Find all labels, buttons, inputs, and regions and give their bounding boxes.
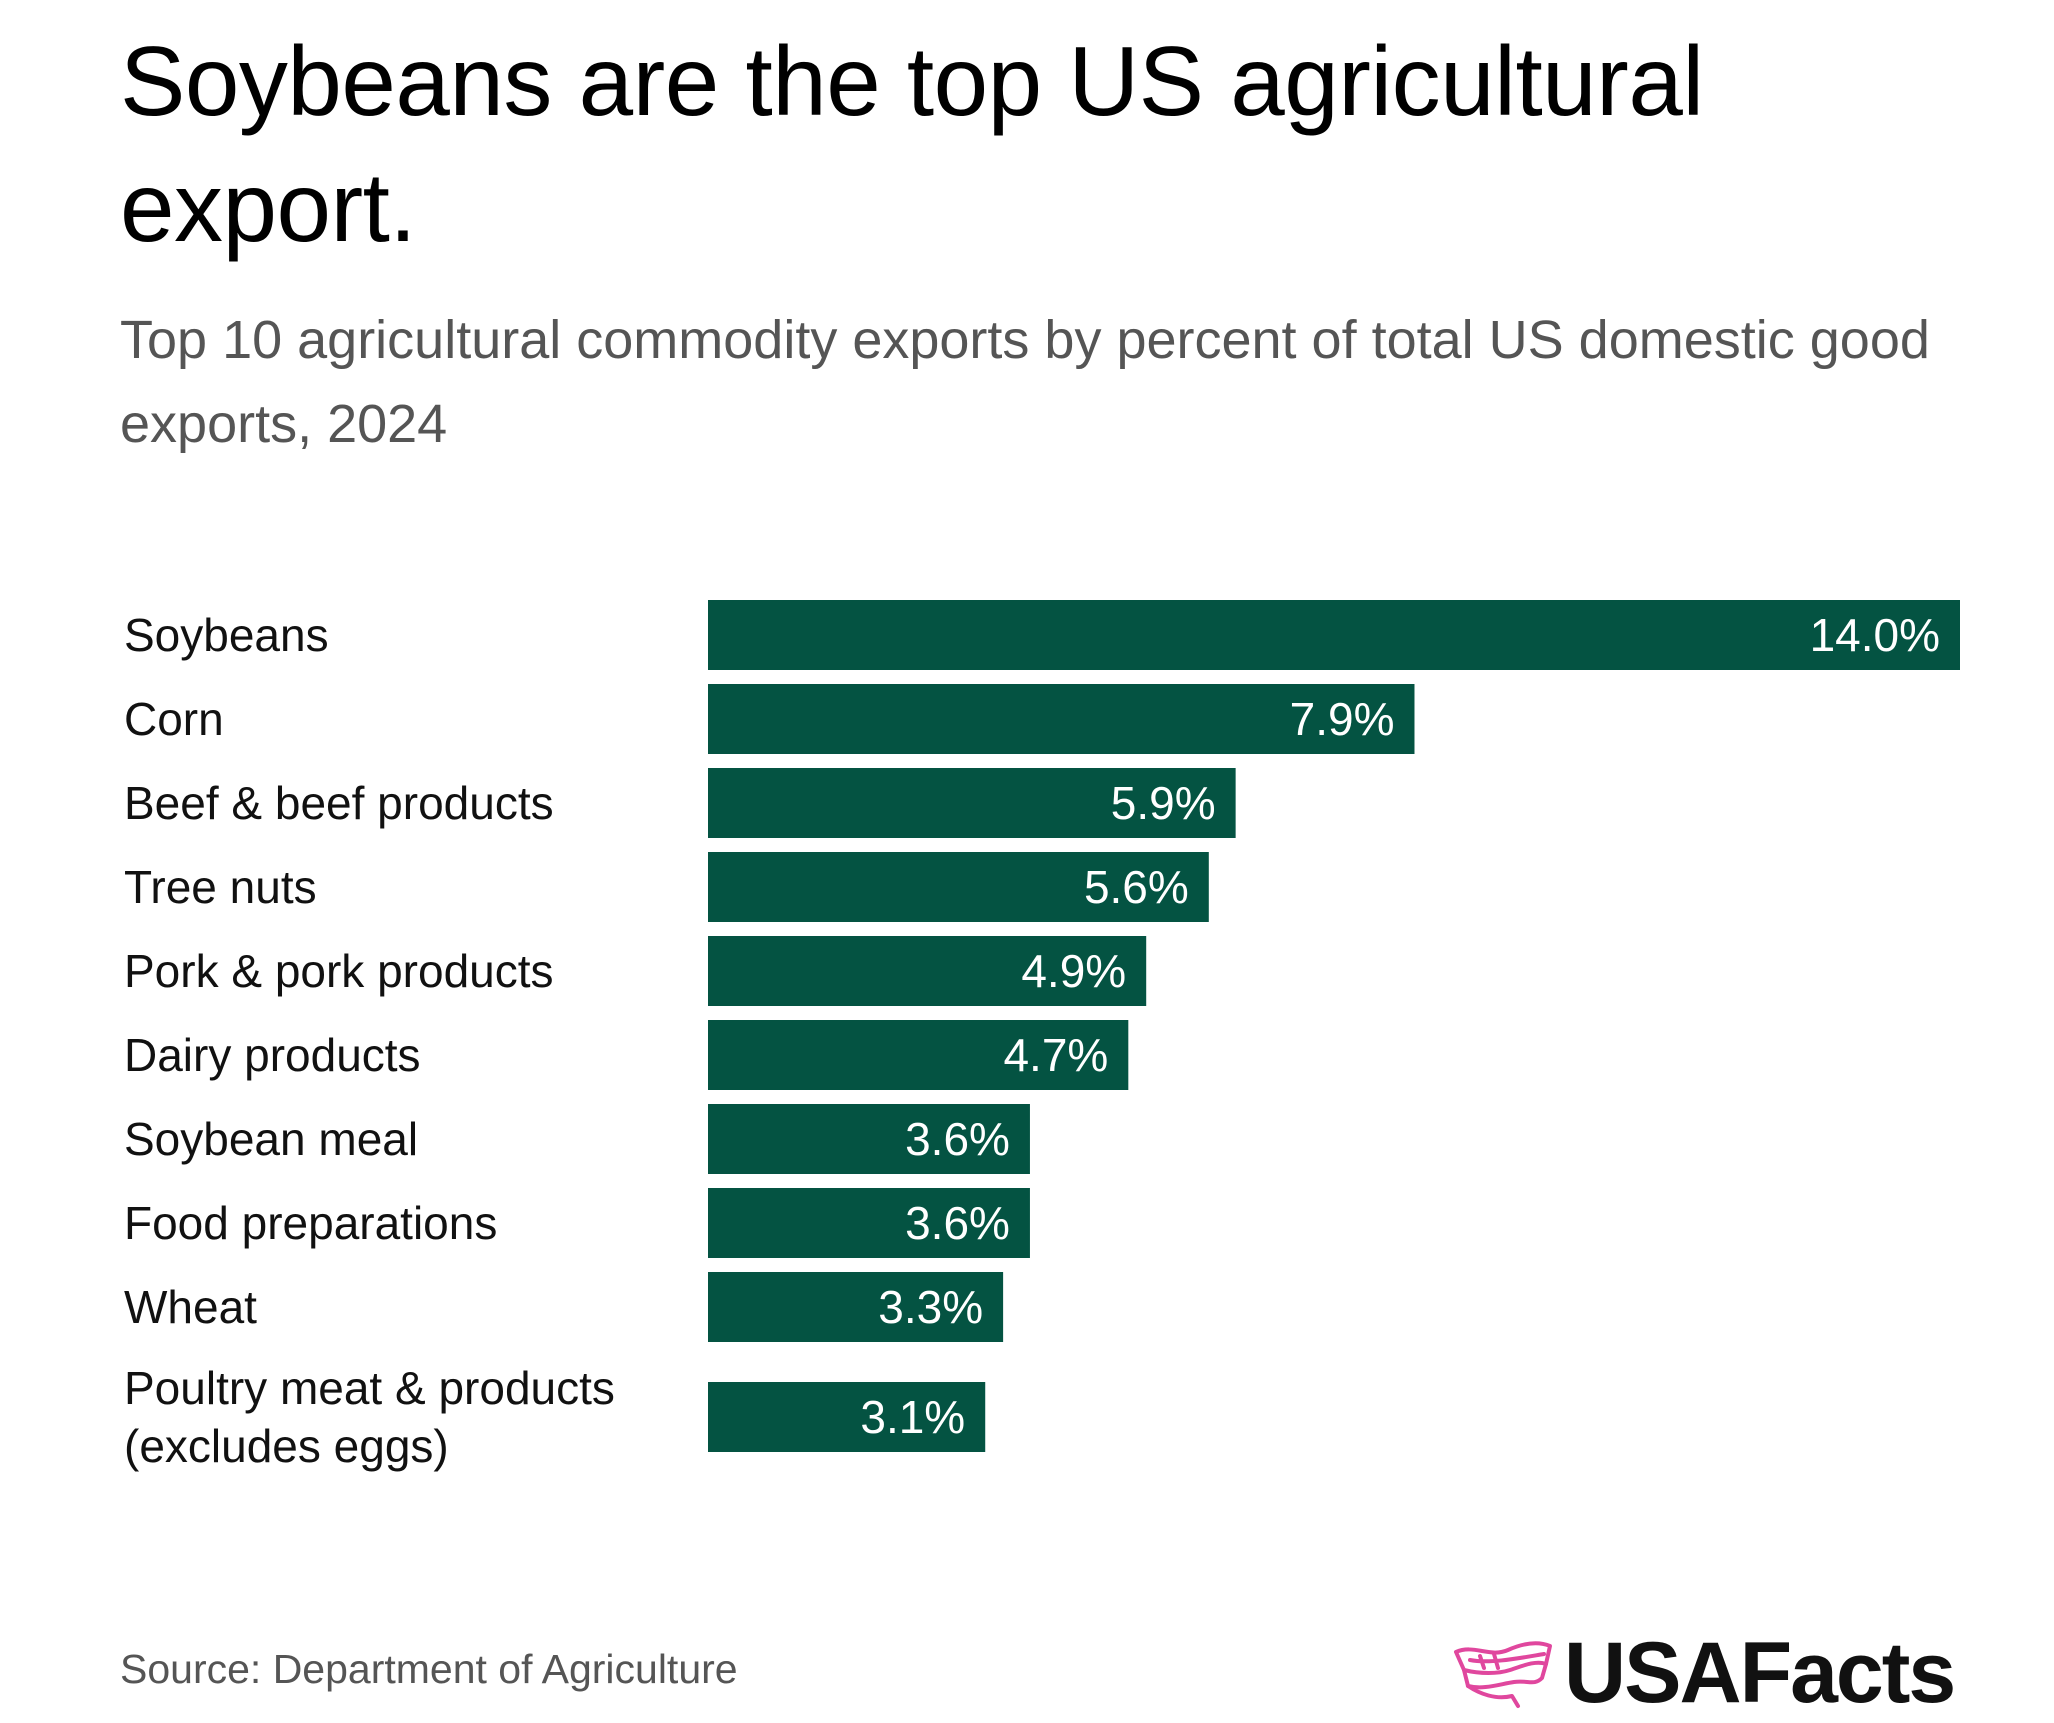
bar-value-label-2: 5.9% (1111, 777, 1216, 829)
bar-value-label-4: 4.9% (1021, 945, 1126, 997)
bar-value-label-1: 7.9% (1290, 693, 1395, 745)
bar-5 (708, 1020, 1129, 1090)
category-label-6: Soybean meal (124, 1113, 418, 1165)
category-label-3: Tree nuts (124, 861, 317, 913)
bar-1 (708, 684, 1415, 754)
category-label-4: Pork & pork products (124, 945, 554, 997)
bar-value-label-0: 14.0% (1810, 609, 1940, 661)
bar-0 (708, 600, 1960, 670)
category-label-1: Corn (124, 693, 224, 745)
brand-name: USAFacts (1564, 1625, 1956, 1721)
usafacts-logo[interactable]: USAFacts (1450, 1625, 1970, 1721)
us-map-flag-icon (1454, 1641, 1552, 1708)
bar-value-label-7: 3.6% (905, 1197, 1010, 1249)
bar-value-label-9: 3.1% (860, 1391, 965, 1443)
bar-3 (708, 852, 1209, 922)
chart-subtitle: Top 10 agricultural commodity exports by… (120, 310, 1930, 454)
bar-6 (708, 1104, 1030, 1174)
category-label-5: Dairy products (124, 1029, 421, 1081)
category-label-8: Wheat (124, 1281, 257, 1333)
bar-7 (708, 1188, 1030, 1258)
bar-value-label-6: 3.6% (905, 1113, 1010, 1165)
bar-value-label-3: 5.6% (1084, 861, 1189, 913)
bar-value-label-5: 4.7% (1003, 1029, 1108, 1081)
source-note: Source: Department of Agriculture (120, 1646, 738, 1692)
bars-group: 14.0% Soybeans 7.9% Corn 5.9% Beef & beef pro… (124, 600, 1960, 1472)
bar-2 (708, 768, 1236, 838)
category-label-9: Poultry meat & products (excludes eggs) (124, 1362, 615, 1472)
bar-8 (708, 1272, 1004, 1342)
bar-9 (708, 1382, 986, 1452)
category-label-0: Soybeans (124, 609, 329, 661)
category-label-2: Beef & beef products (124, 777, 554, 829)
category-label-7: Food preparations (124, 1197, 497, 1249)
bar-value-label-8: 3.3% (878, 1281, 983, 1333)
chart-title: Soybeans are the top US agricultural exp… (120, 26, 1704, 262)
bar-4 (708, 936, 1147, 1006)
